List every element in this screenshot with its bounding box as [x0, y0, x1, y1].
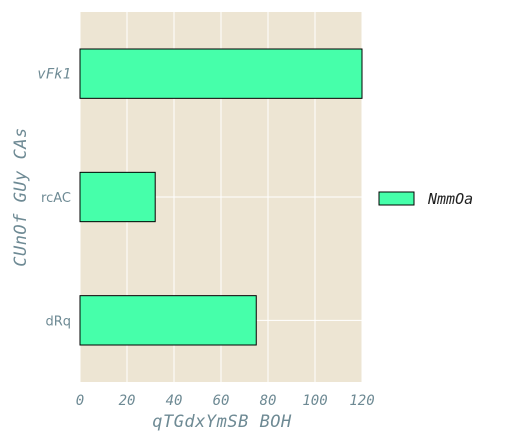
legend: NmmOa — [378, 190, 473, 208]
y-axis-label: CUnOf GUy CAs — [11, 127, 31, 267]
x-tick-labels: 0 20 40 60 80 100 120 — [76, 393, 375, 409]
y-tick-labels: vFk1 rcAC dRq — [37, 67, 71, 330]
x-tick-label: 80 — [260, 393, 277, 409]
x-tick-label: 20 — [119, 393, 136, 409]
y-tick-label: rcAC — [41, 191, 71, 206]
y-tick-label: vFk1 — [37, 67, 71, 83]
x-tick-label: 0 — [76, 393, 84, 409]
x-tick-label: 40 — [166, 393, 183, 409]
x-tick-label: 60 — [213, 393, 230, 409]
bar-series — [79, 48, 363, 346]
x-tick-label: 120 — [349, 393, 374, 409]
x-tick-label: 100 — [302, 393, 327, 409]
legend-swatch — [378, 191, 415, 206]
bar — [79, 295, 257, 346]
bar — [79, 48, 363, 99]
x-axis-label: qTGdxYmSB BOH — [152, 412, 292, 432]
bar — [79, 171, 156, 223]
y-tick-label: dRq — [45, 314, 71, 329]
legend-label: NmmOa — [427, 190, 473, 208]
